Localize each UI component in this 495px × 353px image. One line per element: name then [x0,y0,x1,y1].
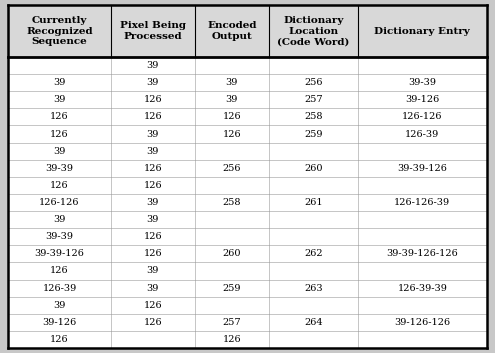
Text: 260: 260 [223,249,241,258]
Text: 264: 264 [304,318,323,327]
Text: 126: 126 [144,164,162,173]
Text: 39: 39 [147,78,159,87]
Text: 259: 259 [223,283,241,293]
Text: 262: 262 [304,249,323,258]
Text: 126-39: 126-39 [43,283,77,293]
Text: 257: 257 [223,318,241,327]
Text: 126: 126 [144,181,162,190]
Text: 39: 39 [147,267,159,275]
Text: 126: 126 [50,181,69,190]
Bar [8,5,487,57]
Text: 39: 39 [147,198,159,207]
Text: 256: 256 [304,78,323,87]
Text: 126: 126 [223,130,241,138]
Text: 39: 39 [53,146,66,156]
Text: 126: 126 [144,318,162,327]
Text: 126: 126 [144,95,162,104]
Text: 258: 258 [304,112,323,121]
Text: 39: 39 [53,301,66,310]
Text: 126: 126 [223,112,241,121]
Text: 39: 39 [53,215,66,224]
Text: Dictionary
Location
(Code Word): Dictionary Location (Code Word) [277,16,349,46]
Text: 126: 126 [144,232,162,241]
Text: 39-126: 39-126 [405,95,440,104]
Text: 39-126-126: 39-126-126 [395,318,450,327]
Text: 126-126-39: 126-126-39 [395,198,450,207]
Text: Pixel Being
Processed: Pixel Being Processed [120,21,186,41]
Text: 39: 39 [147,215,159,224]
Text: 39-39: 39-39 [46,232,73,241]
Text: 39-39-126: 39-39-126 [35,249,85,258]
Text: 261: 261 [304,198,323,207]
Text: 126-126: 126-126 [39,198,80,207]
Text: 39: 39 [147,130,159,138]
Text: Dictionary Entry: Dictionary Entry [374,26,470,36]
Text: 126-126: 126-126 [402,112,443,121]
Text: 39: 39 [226,78,238,87]
Text: 258: 258 [223,198,241,207]
Text: 256: 256 [223,164,241,173]
Text: 39-126: 39-126 [43,318,77,327]
Text: 39: 39 [226,95,238,104]
Text: Currently
Recognized
Sequence: Currently Recognized Sequence [26,16,93,46]
Text: 39-39-126: 39-39-126 [397,164,447,173]
Text: 39: 39 [53,95,66,104]
Text: 260: 260 [304,164,323,173]
Text: 39-39-126-126: 39-39-126-126 [387,249,458,258]
Text: 126: 126 [144,301,162,310]
Text: 263: 263 [304,283,323,293]
Text: 39: 39 [53,78,66,87]
Text: 126-39: 126-39 [405,130,440,138]
Text: 39: 39 [147,146,159,156]
Text: 126: 126 [144,249,162,258]
Text: 126: 126 [50,130,69,138]
Text: 39: 39 [147,61,159,70]
Text: 126-39-39: 126-39-39 [397,283,447,293]
Text: 257: 257 [304,95,323,104]
Text: 126: 126 [144,112,162,121]
Text: 39: 39 [147,283,159,293]
Text: 126: 126 [50,335,69,344]
Text: 259: 259 [304,130,323,138]
Text: 126: 126 [50,112,69,121]
Text: 126: 126 [223,335,241,344]
Text: 39-39: 39-39 [408,78,436,87]
Text: 126: 126 [50,267,69,275]
Text: Encoded
Output: Encoded Output [207,21,257,41]
Text: 39-39: 39-39 [46,164,73,173]
